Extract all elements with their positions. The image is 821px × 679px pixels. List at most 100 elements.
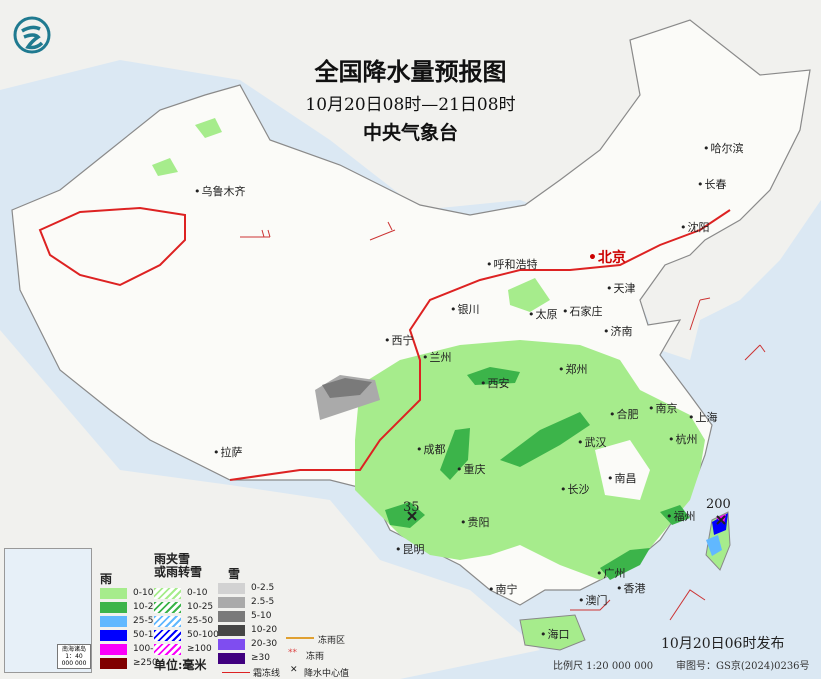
snow-5-10-area [322,378,372,398]
legend-label: 100-250 [133,644,171,654]
inset-scale: 1：40 000 000 [61,653,87,667]
city-label: 长沙 [560,481,590,497]
legend-swatch [100,643,127,655]
legend-label: ≥100 [187,644,212,654]
legend-label: 25-50 [187,616,214,626]
city-label: 福州 [666,508,696,524]
legend-swatch [218,624,245,636]
legend-swatch [100,615,127,627]
legend-swatch [100,629,127,641]
legend-swatch [100,657,127,669]
legend-swatch [154,629,181,641]
legend-label: 10-25 [187,602,214,612]
legend-label: 50-100 [187,630,219,640]
legend-swatch [100,601,127,613]
legend-swatch [154,587,181,599]
inset-caption: 南海诸岛 1：40 000 000 [57,644,91,669]
neighbour-land [0,0,821,360]
legend-item: 25-50 [154,614,219,628]
map-title: 全国降水量预报图 [314,57,507,86]
forecast-period: 10月20日08时—21日08时 [305,95,516,115]
legend-label: 25-50 [133,616,160,626]
city-label: 南京 [648,400,678,416]
city-label: 成都 [416,441,446,457]
precip-center-value: 35 [403,500,420,515]
city-label: 重庆 [456,461,486,477]
legend-label: 0-10 [187,588,208,598]
legend-snow-title: 雪 [228,567,241,581]
legend-freezing-rain-area: 冻雨区 [318,636,346,646]
legend-item: 20-30 [218,637,277,651]
legend-item: 50-100 [154,628,219,642]
city-label: 西宁 [384,332,414,348]
precip-center-markers [407,511,726,525]
legend-item: 50-100 [100,628,171,642]
legend-label: 50-100 [133,630,165,640]
city-label: 武汉 [577,434,607,450]
city-label: 石家庄 [562,303,603,319]
legend-swatch [154,601,181,613]
legend-item: 25-50 [100,614,171,628]
city-label: 济南 [603,323,633,339]
city-label: 哈尔滨 [703,140,744,156]
legend-rain: 雨 0-10 10-25 25-50 50-100 100-250 ≥250 [100,573,171,670]
legend-swatch [218,610,245,622]
legend-item: 0-10 [100,586,171,600]
city-label: 昆明 [395,541,425,557]
legend-item: 10-20 [218,623,277,637]
legend-swatch [154,643,181,655]
legend-swatch [154,615,181,627]
legend-snow: 雪 0-2.5 2.5-5 5-10 10-20 20-30 ≥30 [218,568,277,665]
legend-swatch [218,596,245,608]
freezing-rain-area-swatch [286,637,314,639]
city-label: 上海 [688,409,718,425]
rain-25-50-area [706,535,722,556]
legend-label: 2.5-5 [251,597,275,607]
legend-swatch [100,587,127,599]
legend-label: 0-2.5 [251,583,275,593]
city-label: 天津 [606,280,636,296]
legend-frost-line: 霜冻线 [253,669,281,679]
city-label: 乌鲁木齐 [194,183,246,199]
city-label: 太原 [528,306,558,322]
review-number: 审图号：GS京(2024)0236号 [676,661,810,672]
neighbour-land-south [0,330,540,679]
legend-label: 10-25 [133,602,160,612]
rain-0-10-hohhot [508,278,550,312]
city-label: 贵阳 [460,514,490,530]
legend-swatch [218,638,245,650]
legend-item: 0-2.5 [218,581,277,595]
issuer: 中央气象台 [362,122,458,144]
legend-swatch [218,582,245,594]
city-label: 郑州 [558,361,588,377]
freezing-rain-icon: ** [288,648,297,658]
issue-time: 10月20日06时发布 [661,636,785,652]
map-scale: 比例尺 1:20 000 000 [553,661,654,672]
city-label: 银川 [450,301,480,317]
south-china-sea-inset: 南海诸岛 1：40 000 000 [4,548,92,673]
legend-label: ≥250 [133,658,158,668]
inset-title: 南海诸岛 [61,646,86,653]
legend-item: ≥100 [154,642,219,656]
legend-item: 5-10 [218,609,277,623]
legend-freezing-rain: 冻雨 [306,652,325,662]
legend-swatch [218,652,245,664]
legend-item: ≥30 [218,651,277,665]
legend-unit: 单位:毫米 [154,658,207,672]
legend-item: 0-10 [154,586,219,600]
legend-item: 10-25 [100,600,171,614]
legend-sleet-title: 雨夹雪 [154,552,191,566]
city-label: 北京 [588,247,626,267]
city-label: 海口 [540,626,570,642]
city-label: 西安 [480,375,510,391]
legend-label: 5-10 [251,611,272,621]
city-label: 广州 [596,565,626,581]
city-label: 南宁 [488,581,518,597]
legend-item: 2.5-5 [218,595,277,609]
legend-item: 100-250 [100,642,171,656]
legend: 雨 0-10 10-25 25-50 50-100 100-250 ≥250 雨夹雪 或雨… [96,552,356,679]
legend-rain-title: 雨 [100,572,113,586]
city-label: 南昌 [607,470,637,486]
city-label: 长春 [697,176,727,192]
